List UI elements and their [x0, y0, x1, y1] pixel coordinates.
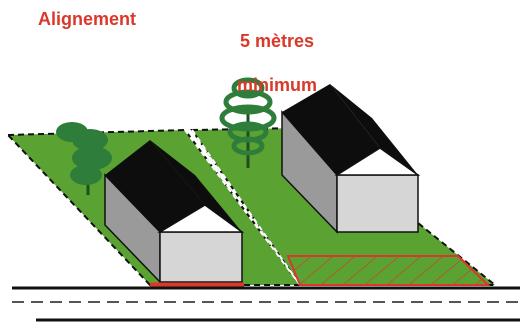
label-setback-line2: minimum [236, 75, 317, 95]
setback-hatch-zone [286, 255, 491, 286]
label-alignement: Alignement [38, 9, 137, 29]
tree-left [56, 122, 112, 195]
label-setback: 5 mètres minimum [222, 8, 332, 118]
plot-separator-2 [191, 129, 301, 286]
tree-right [219, 77, 277, 168]
house-left [104, 140, 245, 284]
label-setback-line1: 5 mètres [239, 31, 315, 51]
house-right [281, 84, 421, 234]
